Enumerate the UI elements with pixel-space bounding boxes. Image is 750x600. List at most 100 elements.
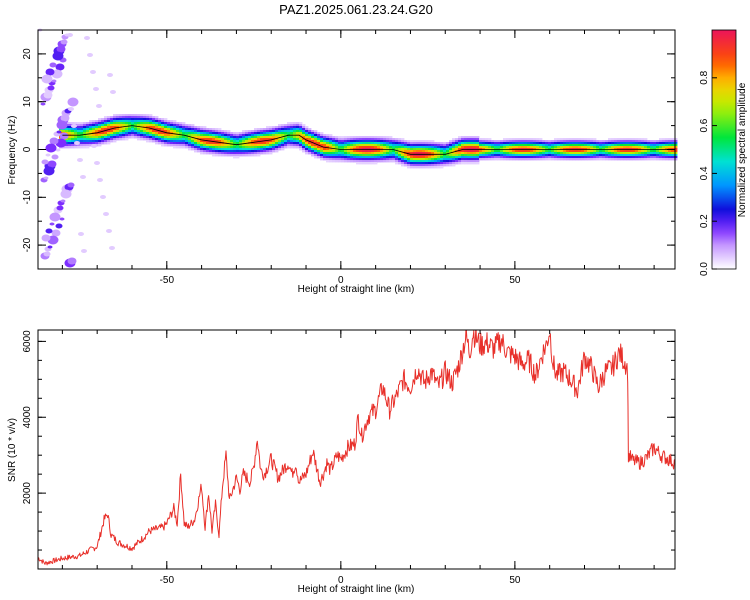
heatmap-cell bbox=[161, 138, 165, 141]
heatmap-cell bbox=[461, 142, 465, 145]
heatmap-cell bbox=[524, 140, 528, 143]
heatmap-cell bbox=[611, 138, 615, 141]
heatmap-cell bbox=[77, 130, 81, 133]
heatmap-cell bbox=[230, 144, 234, 147]
heatmap-cell bbox=[455, 152, 459, 155]
heatmap-cell bbox=[461, 158, 465, 161]
heatmap-cell bbox=[545, 158, 549, 161]
heatmap-cell bbox=[437, 154, 441, 157]
heatmap-cell bbox=[386, 152, 390, 155]
heatmap-cell bbox=[221, 136, 225, 139]
heatmap-cell bbox=[305, 130, 309, 133]
heatmap-cell bbox=[143, 118, 147, 121]
heatmap-cell bbox=[215, 130, 219, 133]
heatmap-cell bbox=[569, 152, 573, 155]
heatmap-cell bbox=[71, 132, 75, 135]
heatmap-cell bbox=[599, 152, 603, 155]
heatmap-cell bbox=[251, 146, 255, 149]
heatmap-cell bbox=[623, 146, 627, 149]
heatmap-cell bbox=[92, 142, 96, 145]
spectrogram-y-tick-label: 0 bbox=[22, 146, 33, 152]
heatmap-cell bbox=[176, 134, 180, 137]
heatmap-cell bbox=[395, 138, 399, 141]
heatmap-cell bbox=[119, 132, 123, 135]
heatmap-cell bbox=[395, 150, 399, 153]
heatmap-cell bbox=[86, 124, 90, 127]
heatmap-cell bbox=[215, 144, 219, 147]
heatmap-cell bbox=[449, 162, 453, 165]
heatmap-cell bbox=[95, 136, 99, 139]
heatmap-cell bbox=[137, 126, 141, 129]
heatmap-cell bbox=[410, 148, 414, 151]
heatmap-cell bbox=[488, 138, 492, 141]
heatmap-cell bbox=[572, 140, 576, 143]
heatmap-cell bbox=[212, 150, 216, 153]
heatmap-cell bbox=[155, 122, 159, 125]
heatmap-cell bbox=[227, 148, 231, 151]
heatmap-cell bbox=[668, 152, 672, 155]
heatmap-cell bbox=[470, 142, 474, 145]
heatmap-cell bbox=[68, 130, 72, 133]
heatmap-cell bbox=[110, 132, 114, 135]
heatmap-cell bbox=[578, 138, 582, 141]
heatmap-cell bbox=[332, 156, 336, 159]
heatmap-cell bbox=[251, 142, 255, 145]
heatmap-cell bbox=[548, 158, 552, 161]
heatmap-cell bbox=[518, 154, 522, 157]
heatmap-cell bbox=[101, 142, 105, 145]
heatmap-cell bbox=[344, 140, 348, 143]
heatmap-cell bbox=[134, 130, 138, 133]
heatmap-cell bbox=[221, 150, 225, 153]
heatmap-cell bbox=[140, 134, 144, 137]
heatmap-cell bbox=[263, 136, 267, 139]
heatmap-cell bbox=[278, 130, 282, 133]
heatmap-cell bbox=[341, 142, 345, 145]
heatmap-cell bbox=[200, 144, 204, 147]
heatmap-cell bbox=[599, 142, 603, 145]
heatmap-cell bbox=[368, 150, 372, 153]
heatmap-cell bbox=[74, 136, 78, 139]
heatmap-cell bbox=[257, 154, 261, 157]
heatmap-cell bbox=[374, 156, 378, 159]
heatmap-cell bbox=[155, 116, 159, 119]
heatmap-cell bbox=[260, 130, 264, 133]
heatmap-cell bbox=[149, 140, 153, 143]
heatmap-cell bbox=[530, 158, 534, 161]
heatmap-cell bbox=[137, 130, 141, 133]
heatmap-cell bbox=[491, 156, 495, 159]
heatmap-cell bbox=[461, 152, 465, 155]
heatmap-cell bbox=[515, 150, 519, 153]
heatmap-cell bbox=[296, 146, 300, 149]
heatmap-cell bbox=[614, 158, 618, 161]
heatmap-cell bbox=[383, 154, 387, 157]
heatmap-cell bbox=[656, 156, 660, 159]
heatmap-cell bbox=[659, 156, 663, 159]
heatmap-cell bbox=[647, 150, 651, 153]
heatmap-cell bbox=[467, 142, 471, 145]
heatmap-cell bbox=[461, 154, 465, 157]
heatmap-cell bbox=[479, 150, 483, 153]
heatmap-cell bbox=[410, 160, 414, 163]
heatmap-cell bbox=[410, 150, 414, 153]
heatmap-cell bbox=[470, 156, 474, 159]
heatmap-cell bbox=[236, 152, 240, 155]
heatmap-cell bbox=[659, 152, 663, 155]
heatmap-cell bbox=[551, 146, 555, 149]
heatmap-cell bbox=[632, 140, 636, 143]
heatmap-cell bbox=[416, 154, 420, 157]
heatmap-cell bbox=[263, 134, 267, 137]
heatmap-cell bbox=[413, 142, 417, 145]
heatmap-cell bbox=[287, 140, 291, 143]
heatmap-cell bbox=[287, 142, 291, 145]
heatmap-cell bbox=[467, 154, 471, 157]
heatmap-cell bbox=[413, 160, 417, 163]
heatmap-cell bbox=[440, 164, 444, 167]
heatmap-cell bbox=[422, 154, 426, 157]
heatmap-cell bbox=[641, 150, 645, 153]
heatmap-cell bbox=[581, 158, 585, 161]
heatmap-cell bbox=[452, 164, 456, 167]
heatmap-cell bbox=[548, 146, 552, 149]
heatmap-cell bbox=[551, 158, 555, 161]
heatmap-cell bbox=[101, 118, 105, 121]
heatmap-cell bbox=[149, 130, 153, 133]
